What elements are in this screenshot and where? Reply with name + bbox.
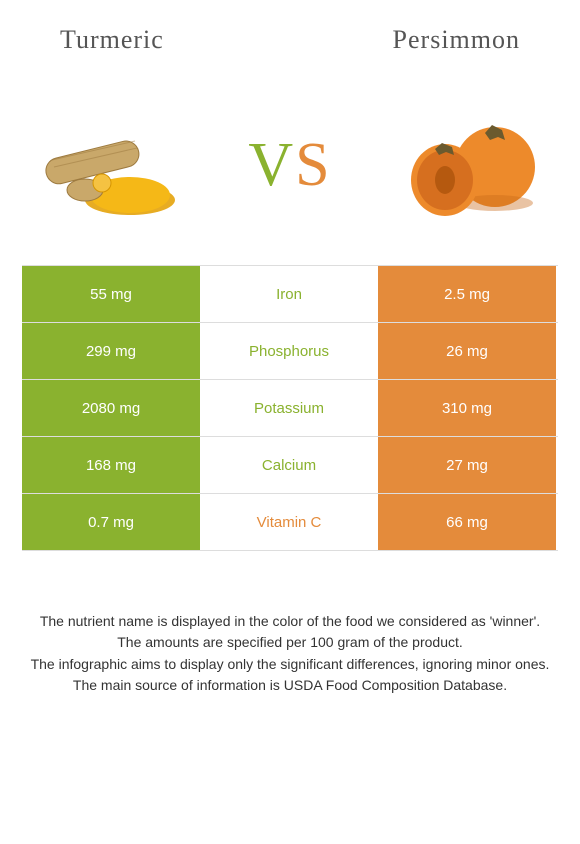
table-row: 55 mgIron2.5 mg bbox=[22, 266, 558, 323]
right-food-title: Persimmon bbox=[393, 25, 520, 55]
vs-row: VS bbox=[0, 55, 580, 265]
table-row: 299 mgPhosphorus26 mg bbox=[22, 323, 558, 380]
table-row: 168 mgCalcium27 mg bbox=[22, 437, 558, 494]
nutrient-name: Vitamin C bbox=[200, 494, 378, 550]
footer-line: The infographic aims to display only the… bbox=[24, 654, 556, 674]
right-value: 310 mg bbox=[378, 380, 556, 436]
nutrient-name: Phosphorus bbox=[200, 323, 378, 379]
left-food-title: Turmeric bbox=[60, 25, 164, 55]
left-value: 2080 mg bbox=[22, 380, 200, 436]
footer-line: The amounts are specified per 100 gram o… bbox=[24, 632, 556, 652]
vs-v: V bbox=[248, 131, 295, 199]
table-row: 0.7 mgVitamin C66 mg bbox=[22, 494, 558, 551]
right-value: 66 mg bbox=[378, 494, 556, 550]
footer-notes: The nutrient name is displayed in the co… bbox=[0, 551, 580, 695]
right-value: 26 mg bbox=[378, 323, 556, 379]
right-value: 2.5 mg bbox=[378, 266, 556, 322]
left-value: 299 mg bbox=[22, 323, 200, 379]
right-value: 27 mg bbox=[378, 437, 556, 493]
vs-label: VS bbox=[248, 130, 331, 201]
nutrient-name: Calcium bbox=[200, 437, 378, 493]
turmeric-icon bbox=[30, 105, 190, 225]
header: Turmeric Persimmon bbox=[0, 0, 580, 55]
footer-line: The nutrient name is displayed in the co… bbox=[24, 611, 556, 631]
nutrient-name: Potassium bbox=[200, 380, 378, 436]
nutrient-table: 55 mgIron2.5 mg299 mgPhosphorus26 mg2080… bbox=[22, 265, 558, 551]
left-value: 168 mg bbox=[22, 437, 200, 493]
left-value: 0.7 mg bbox=[22, 494, 200, 550]
footer-line: The main source of information is USDA F… bbox=[24, 675, 556, 695]
vs-s: S bbox=[295, 131, 331, 199]
left-value: 55 mg bbox=[22, 266, 200, 322]
table-row: 2080 mgPotassium310 mg bbox=[22, 380, 558, 437]
nutrient-name: Iron bbox=[200, 266, 378, 322]
persimmon-icon bbox=[390, 105, 550, 225]
